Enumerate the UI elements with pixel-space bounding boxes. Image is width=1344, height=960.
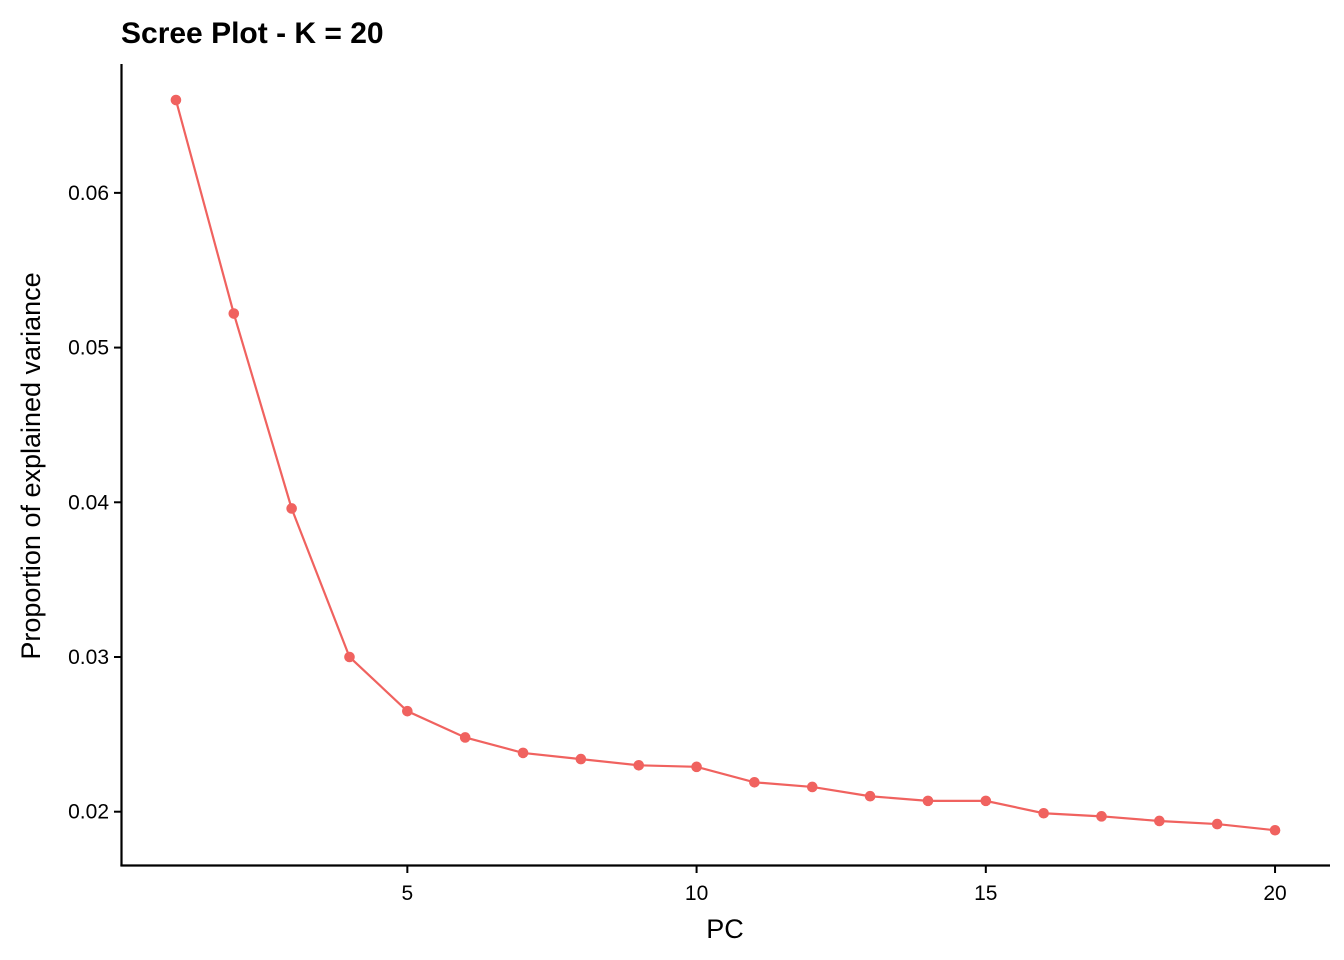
chart-title: Scree Plot - K = 20: [121, 17, 384, 50]
data-point-pc-17: [1096, 811, 1107, 822]
data-point-pc-10: [691, 761, 702, 773]
data-point-pc-11: [749, 777, 760, 788]
data-point-pc-2: [228, 308, 240, 319]
y-tick-label: 0.05: [68, 337, 109, 360]
x-tick-label: 5: [401, 882, 413, 905]
data-point-pc-4: [344, 651, 355, 663]
data-point-pc-18: [1154, 815, 1165, 827]
data-point-pc-1: [170, 94, 182, 106]
series-line: [174, 99, 1276, 832]
data-point-pc-14: [922, 795, 934, 807]
x-axis-ticks: 5 10 15 20: [401, 866, 1287, 905]
data-point-pc-13: [864, 790, 876, 802]
data-point-pc-15: [980, 795, 992, 807]
data-point-pc-12: [806, 781, 818, 793]
data-point-pc-7: [517, 747, 529, 759]
series-points: [170, 94, 1281, 836]
x-tick-label: 20: [1263, 882, 1286, 905]
y-tick-label: 0.02: [68, 801, 109, 824]
x-tick-label: 10: [685, 882, 708, 905]
y-tick-label: 0.06: [68, 182, 109, 205]
data-point-pc-6: [459, 732, 471, 743]
data-point-pc-5: [402, 705, 413, 717]
x-tick-label: 15: [974, 882, 997, 905]
y-axis-title: Proportion of explained variance: [16, 272, 46, 659]
data-point-pc-19: [1211, 818, 1223, 830]
x-axis-title: PC: [706, 914, 744, 944]
data-point-pc-16: [1038, 807, 1049, 819]
data-point-pc-9: [633, 759, 645, 771]
y-tick-label: 0.03: [68, 646, 109, 669]
y-tick-label: 0.04: [68, 491, 109, 514]
data-point-pc-8: [575, 753, 587, 765]
y-axis-ticks: 0.02 0.03 0.04 0.05 0.06: [68, 182, 121, 824]
data-point-pc-3: [286, 503, 297, 514]
data-point-pc-20: [1269, 824, 1281, 836]
